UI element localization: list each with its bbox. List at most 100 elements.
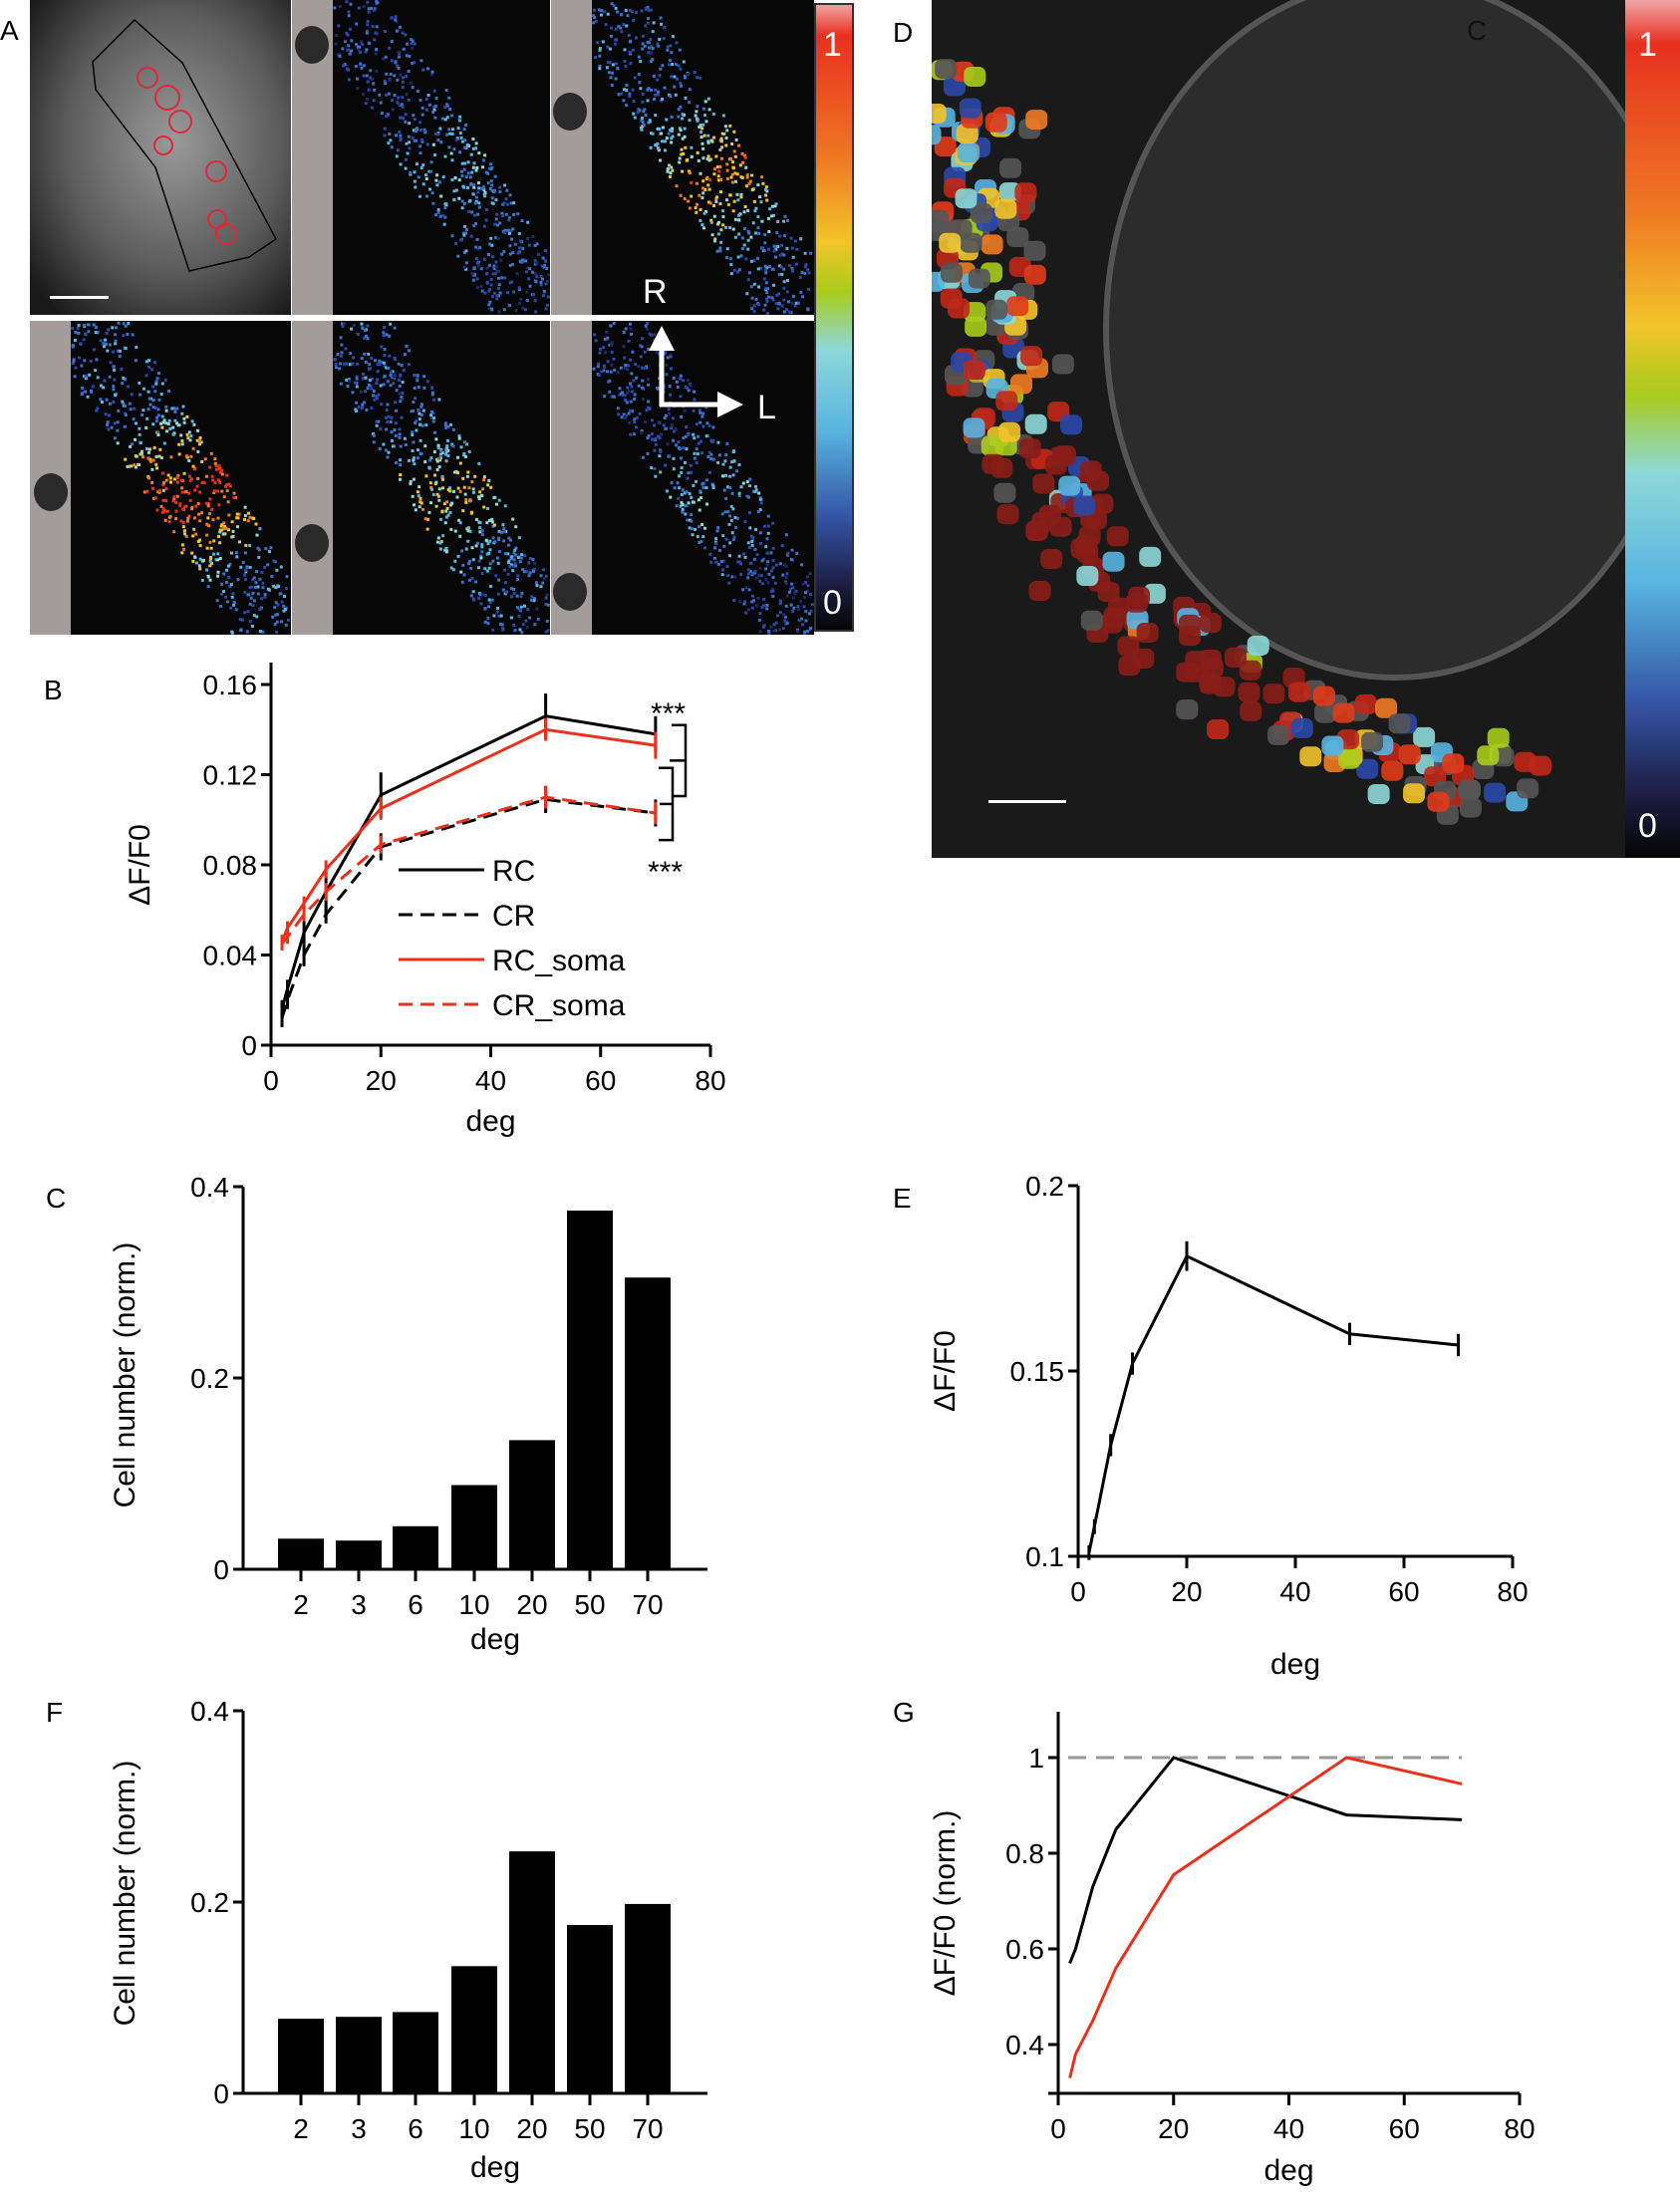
activity-pixel (799, 237, 803, 241)
activity-pixel (707, 187, 711, 191)
activity-pixel (765, 312, 769, 315)
activity-pixel (370, 106, 374, 110)
activity-pixel (684, 434, 688, 438)
activity-pixel (505, 188, 509, 192)
activity-pixel (503, 276, 507, 280)
activity-pixel (140, 449, 144, 453)
activity-pixel (275, 620, 279, 624)
activity-pixel (684, 145, 688, 149)
activity-pixel (159, 504, 163, 508)
activity-pixel (520, 591, 524, 595)
activity-pixel (767, 295, 771, 299)
activity-pixel (425, 527, 429, 531)
activity-pixel (398, 25, 402, 29)
activity-pixel (380, 345, 384, 349)
activity-pixel (618, 387, 622, 391)
activity-pixel (598, 351, 602, 355)
activity-pixel (656, 387, 660, 391)
activity-pixel (395, 134, 398, 137)
activity-pixel (364, 329, 368, 333)
activity-pixel (772, 213, 775, 217)
cell-roi (932, 125, 942, 145)
cell-roi (1225, 647, 1247, 668)
activity-pixel (653, 467, 657, 470)
activity-pixel (640, 128, 644, 132)
activity-pixel (366, 0, 370, 4)
activity-pixel (389, 73, 393, 76)
activity-pixel (488, 300, 492, 304)
activity-pixel (637, 365, 641, 369)
activity-pixel (344, 40, 348, 44)
cell-roi (1354, 693, 1377, 714)
activity-pixel (806, 287, 810, 291)
activity-pixel (640, 430, 644, 434)
activity-pixel (467, 526, 470, 530)
activity-pixel (622, 345, 626, 349)
activity-pixel (716, 440, 720, 444)
activity-pixel (491, 272, 495, 276)
x-tick-label: 6 (408, 1589, 423, 1620)
y-axis-label: Cell number (norm.) (109, 1242, 141, 1508)
activity-pixel (600, 9, 604, 13)
cell-roi (932, 104, 947, 124)
activity-pixel (411, 39, 415, 43)
activity-pixel (512, 201, 516, 205)
activity-pixel (623, 48, 627, 52)
panel-label-b: B (44, 675, 63, 705)
activity-pixel (762, 624, 766, 628)
activity-pixel (483, 567, 487, 571)
activity-pixel (355, 401, 358, 405)
activity-pixel (531, 557, 535, 561)
activity-pixel (425, 517, 429, 521)
cell-roi (1028, 581, 1051, 601)
activity-pixel (712, 214, 716, 218)
activity-pixel (372, 99, 376, 103)
activity-pixel (512, 588, 516, 591)
activity-pixel (470, 480, 474, 484)
activity-pixel (493, 222, 497, 226)
activity-pixel (745, 175, 749, 179)
activity-pixel (169, 480, 172, 484)
activity-pixel (519, 595, 523, 599)
x-tick-label: 40 (1279, 1576, 1310, 1607)
activity-pixel (355, 377, 359, 381)
activity-pixel (753, 548, 757, 551)
activity-pixel (603, 351, 607, 355)
activity-pixel (383, 374, 387, 378)
activity-pixel (443, 215, 447, 219)
activity-pixel (500, 623, 504, 627)
activity-pixel (804, 591, 807, 595)
activity-pixel (680, 500, 684, 504)
activity-pixel (610, 2, 614, 6)
activity-pixel (428, 103, 431, 107)
x-tick-label: 6 (408, 2113, 423, 2144)
activity-pixel (485, 521, 489, 525)
activity-pixel (432, 108, 436, 112)
activity-pixel (187, 430, 191, 434)
activity-pixel (219, 604, 223, 608)
activity-pixel (746, 229, 750, 233)
activity-pixel (750, 540, 754, 543)
activity-pixel (695, 461, 699, 465)
activity-pixel (146, 390, 150, 394)
activity-pixel (510, 280, 514, 284)
activity-pixel (430, 391, 434, 395)
activity-pixel (605, 66, 609, 70)
activity-pixel (716, 178, 720, 182)
activity-pixel (426, 94, 430, 97)
activity-pixel (808, 592, 812, 596)
activity-pixel (463, 161, 467, 165)
activity-pixel (796, 630, 800, 634)
activity-pixel (474, 257, 478, 261)
activity-pixel (454, 242, 457, 245)
activity-pixel (397, 67, 401, 70)
activity-pixel (757, 285, 760, 289)
activity-pixel (73, 375, 77, 379)
activity-pixel (355, 385, 359, 389)
activity-pixel (94, 331, 98, 335)
activity-pixel (372, 433, 376, 437)
activity-pixel (703, 100, 707, 104)
activity-pixel (501, 588, 505, 592)
activity-pixel (644, 324, 648, 328)
activity-pixel (375, 382, 379, 385)
